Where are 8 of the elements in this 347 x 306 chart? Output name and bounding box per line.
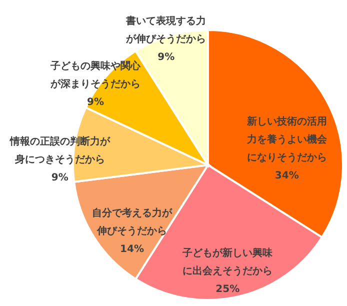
slice-label: 子どもが新しい興味に出会えそうだから — [182, 246, 274, 277]
data-label: 25% — [216, 284, 240, 295]
slice-label: 書いて表現する力が伸びそうだから — [125, 14, 206, 45]
data-label: 9% — [158, 52, 175, 63]
slice-label: 新しい技術の活用力を養うよい機会になりそうだから — [246, 116, 328, 164]
data-label: 14% — [120, 244, 144, 256]
data-label: 34% — [274, 170, 299, 182]
data-label: 9% — [51, 172, 68, 184]
